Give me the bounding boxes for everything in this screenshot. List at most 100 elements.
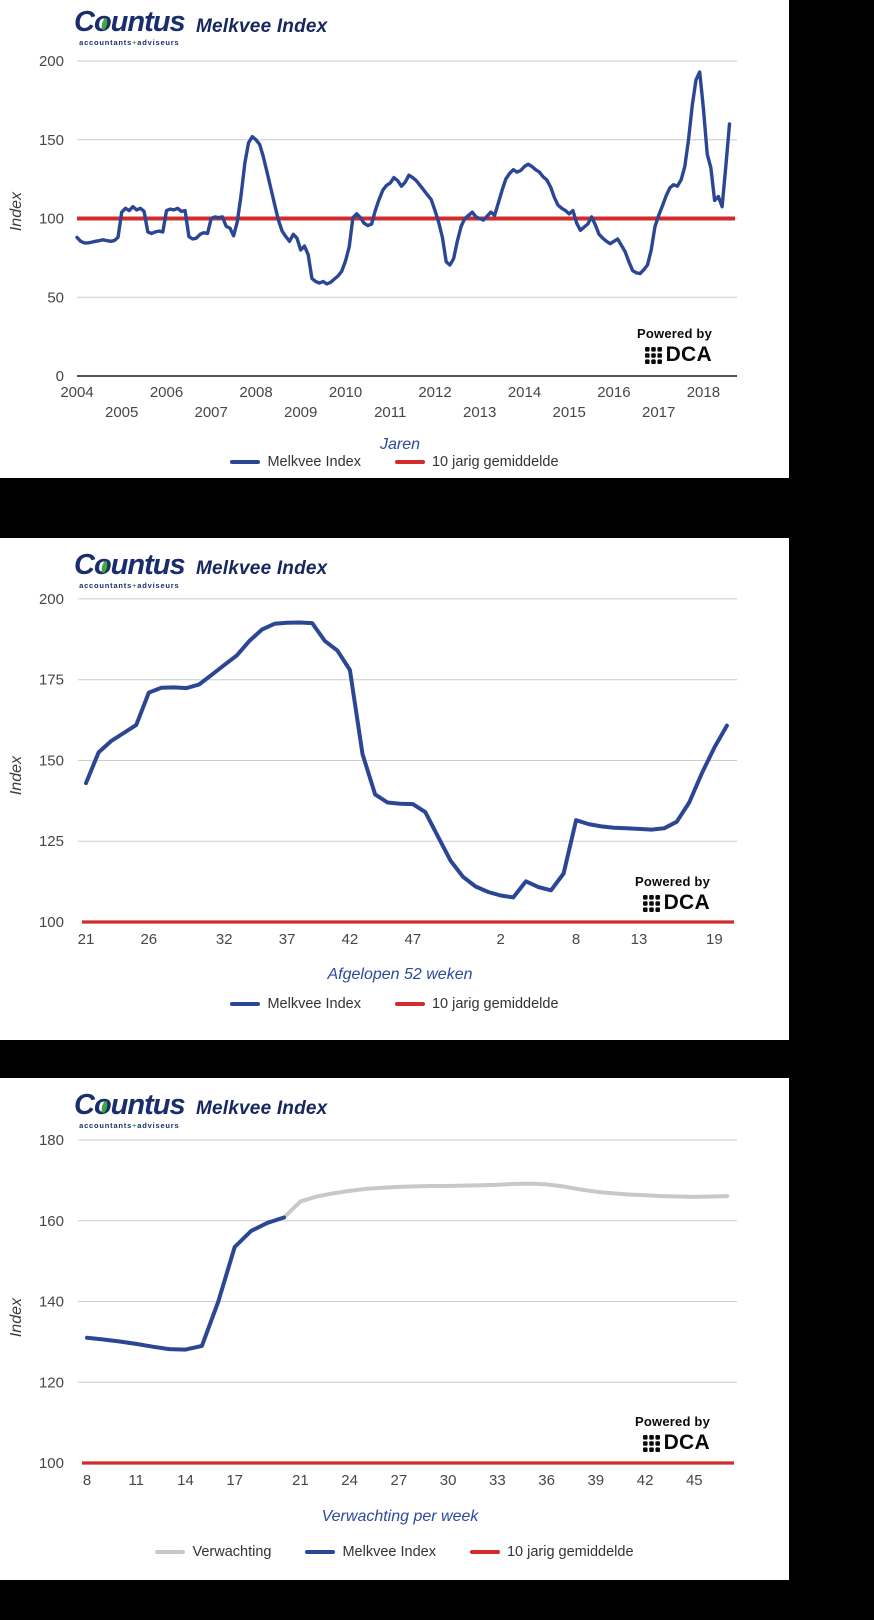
x-tick-label: 2004	[60, 384, 93, 401]
chart-title: Melkvee Index	[196, 558, 328, 579]
y-tick-label: 100	[39, 211, 64, 228]
x-tick-label: 17	[226, 1472, 243, 1489]
y-tick-label: 120	[39, 1374, 64, 1391]
x-tick-label: 39	[587, 1472, 604, 1489]
y-tick-label: 100	[39, 1455, 64, 1472]
legend-label: Melkvee Index	[267, 454, 361, 470]
legend-swatch	[155, 1550, 186, 1554]
y-axis-title: Index	[8, 1298, 25, 1338]
countus-logo: Countus accountants+adviseurs	[74, 549, 186, 590]
powered-by-dca: Powered by DCA	[637, 326, 712, 367]
y-tick-label: 160	[39, 1213, 64, 1230]
countus-logo-o: o	[94, 551, 112, 580]
chart-legend: Verwachting Melkvee Index 10 jarig gemidde…	[0, 1544, 789, 1560]
y-tick-label: 200	[39, 591, 64, 608]
legend-label: 10 jarig gemiddelde	[506, 1544, 634, 1560]
x-axis-title: Verwachting per week	[321, 1508, 479, 1525]
x-tick-label: 2013	[463, 404, 496, 421]
dca-grid-icon	[642, 1434, 660, 1452]
melkvee-index-52-weeks-chart: 100 125 150 175 200 21 26 32 37 42 47 2 8 13 19	[39, 591, 737, 948]
y-tick-label: 140	[39, 1294, 64, 1311]
countus-logo-subtext: accountants+adviseurs	[79, 1121, 180, 1130]
x-tick-label: 8	[83, 1472, 91, 1489]
melkvee-index-long-term-chart: 0 50 100 150 200 2004 2005 2006 2007 2008 2009 2010…	[39, 53, 737, 421]
countus-logo-wordmark: Countus	[74, 549, 186, 581]
y-tick-label: 200	[39, 53, 64, 70]
y-tick-label: 100	[39, 914, 64, 931]
series-melkvee-index	[84, 620, 729, 900]
x-tick-label: 2017	[642, 404, 675, 421]
y-tick-label: 150	[39, 132, 64, 149]
x-tick-label: 2012	[418, 384, 451, 401]
y-tick-label: 150	[39, 753, 64, 770]
x-tick-label: 21	[78, 931, 95, 948]
legend-swatch	[230, 460, 261, 464]
x-tick-label: 2016	[597, 384, 630, 401]
series-verwachting	[282, 1181, 730, 1220]
legend-swatch	[394, 1002, 425, 1006]
legend-label: Verwachting	[192, 1544, 272, 1560]
dca-grid-icon	[642, 894, 660, 912]
x-tick-label: 26	[140, 931, 157, 948]
legend-item: Melkvee Index	[305, 1544, 436, 1560]
y-tick-label: 125	[39, 833, 64, 850]
x-tick-label: 2015	[553, 404, 586, 421]
x-tick-label: 14	[177, 1472, 194, 1489]
x-tick-label: 2006	[150, 384, 183, 401]
legend-label: 10 jarig gemiddelde	[431, 996, 559, 1012]
x-tick-label: 37	[279, 931, 296, 948]
x-axis-title: Jaren	[379, 436, 421, 453]
chart-card-52-weeks: 100 125 150 175 200 21 26 32 37 42 47 2 8 13 19 Countu…	[0, 538, 789, 1040]
x-tick-label: 13	[631, 931, 648, 948]
x-tick-label: 2008	[239, 384, 272, 401]
x-tick-label: 2018	[687, 384, 720, 401]
legend-item: Verwachting	[155, 1544, 271, 1560]
powered-by-text: Powered by	[635, 1414, 710, 1429]
x-tick-label: 42	[637, 1472, 654, 1489]
series-melkvee-index	[85, 1215, 286, 1352]
x-tick-label: 33	[489, 1472, 506, 1489]
x-tick-label: 19	[706, 931, 723, 948]
legend-item: Melkvee Index	[230, 996, 361, 1012]
countus-logo-o: o	[94, 8, 112, 37]
legend-label: Melkvee Index	[342, 1544, 436, 1560]
countus-logo-wordmark: Countus	[74, 1089, 186, 1121]
x-tick-label: 32	[216, 931, 233, 948]
chart-card-long-term: 0 50 100 150 200 2004 2005 2006 2007 2008 2009 2010…	[0, 0, 789, 478]
legend-swatch	[305, 1550, 336, 1554]
y-tick-label: 180	[39, 1132, 64, 1149]
legend-item: 10 jarig gemiddelde	[394, 996, 559, 1012]
x-tick-label: 24	[341, 1472, 358, 1489]
legend-label: Melkvee Index	[267, 996, 361, 1012]
powered-by-dca: Powered by DCA	[635, 874, 710, 915]
x-tick-label: 2005	[105, 404, 138, 421]
x-tick-label: 21	[292, 1472, 309, 1489]
x-axis-title: Afgelopen 52 weken	[327, 966, 473, 983]
chart-legend: Melkvee Index 10 jarig gemiddelde	[0, 996, 789, 1012]
chart-legend: Melkvee Index 10 jarig gemiddelde	[0, 454, 789, 470]
countus-logo-subtext: accountants+adviseurs	[79, 581, 180, 590]
x-tick-label: 45	[686, 1472, 703, 1489]
x-tick-label: 36	[538, 1472, 555, 1489]
x-tick-label: 2011	[374, 404, 406, 421]
x-tick-label: 42	[342, 931, 359, 948]
dca-wordmark: DCA	[663, 891, 710, 914]
x-tick-label: 2010	[329, 384, 362, 401]
countus-logo-subtext: accountants+adviseurs	[79, 38, 180, 47]
countus-logo-wordmark: Countus	[74, 6, 186, 38]
dca-grid-icon	[644, 346, 662, 364]
y-tick-label: 0	[56, 368, 64, 385]
dca-wordmark: DCA	[665, 343, 712, 366]
chart-card-forecast: 100 120 140 160 180 8 11 14 17 21 24 27 30 33 36 39 42 45…	[0, 1078, 789, 1580]
x-tick-label: 11	[128, 1472, 144, 1489]
legend-item: 10 jarig gemiddelde	[394, 454, 559, 470]
x-tick-label: 2014	[508, 384, 541, 401]
dca-wordmark: DCA	[663, 1431, 710, 1454]
y-axis-title: Index	[8, 192, 25, 232]
x-tick-label: 8	[572, 931, 580, 948]
series-melkvee-index	[75, 70, 732, 286]
legend-label: 10 jarig gemiddelde	[431, 454, 559, 470]
x-tick-label: 27	[391, 1472, 408, 1489]
countus-logo: Countus accountants+adviseurs	[74, 1089, 186, 1130]
